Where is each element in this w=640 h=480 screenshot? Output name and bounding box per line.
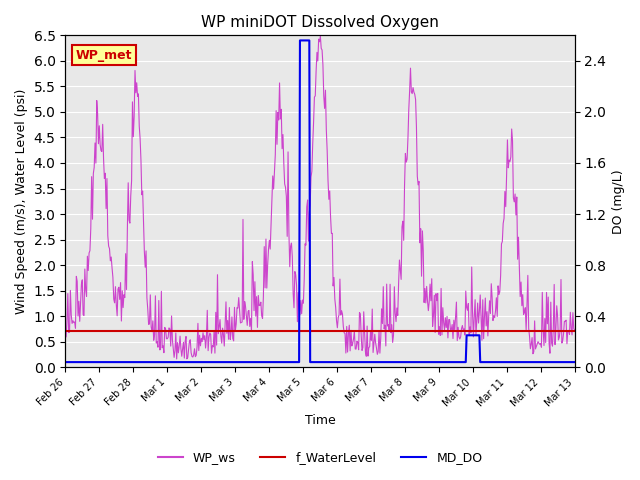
Title: WP miniDOT Dissolved Oxygen: WP miniDOT Dissolved Oxygen xyxy=(201,15,439,30)
Legend: WP_ws, f_WaterLevel, MD_DO: WP_ws, f_WaterLevel, MD_DO xyxy=(152,446,488,469)
MD_DO xyxy=(403,359,410,365)
MD_DO xyxy=(193,359,200,365)
f_WaterLevel xyxy=(95,329,103,335)
MD_DO xyxy=(446,359,454,365)
WP_ws xyxy=(571,327,579,333)
WP_ws xyxy=(173,356,180,362)
WP_ws xyxy=(403,156,411,162)
WP_ws xyxy=(447,327,454,333)
Line: WP_ws: WP_ws xyxy=(65,36,575,359)
Line: MD_DO: MD_DO xyxy=(65,40,575,362)
MD_DO xyxy=(152,359,159,365)
MD_DO xyxy=(571,359,579,365)
WP_ws xyxy=(292,282,300,288)
WP_ws xyxy=(364,323,371,329)
MD_DO xyxy=(61,359,69,365)
WP_ws xyxy=(317,33,324,39)
Y-axis label: DO (mg/L): DO (mg/L) xyxy=(612,169,625,234)
MD_DO xyxy=(292,359,300,365)
WP_ws xyxy=(193,344,201,349)
Y-axis label: Wind Speed (m/s), Water Level (psi): Wind Speed (m/s), Water Level (psi) xyxy=(15,89,28,314)
WP_ws xyxy=(152,293,159,299)
MD_DO xyxy=(362,359,370,365)
f_WaterLevel xyxy=(61,329,69,335)
X-axis label: Time: Time xyxy=(305,414,335,427)
MD_DO xyxy=(296,37,304,43)
Text: WP_met: WP_met xyxy=(76,48,132,61)
WP_ws xyxy=(61,324,69,329)
